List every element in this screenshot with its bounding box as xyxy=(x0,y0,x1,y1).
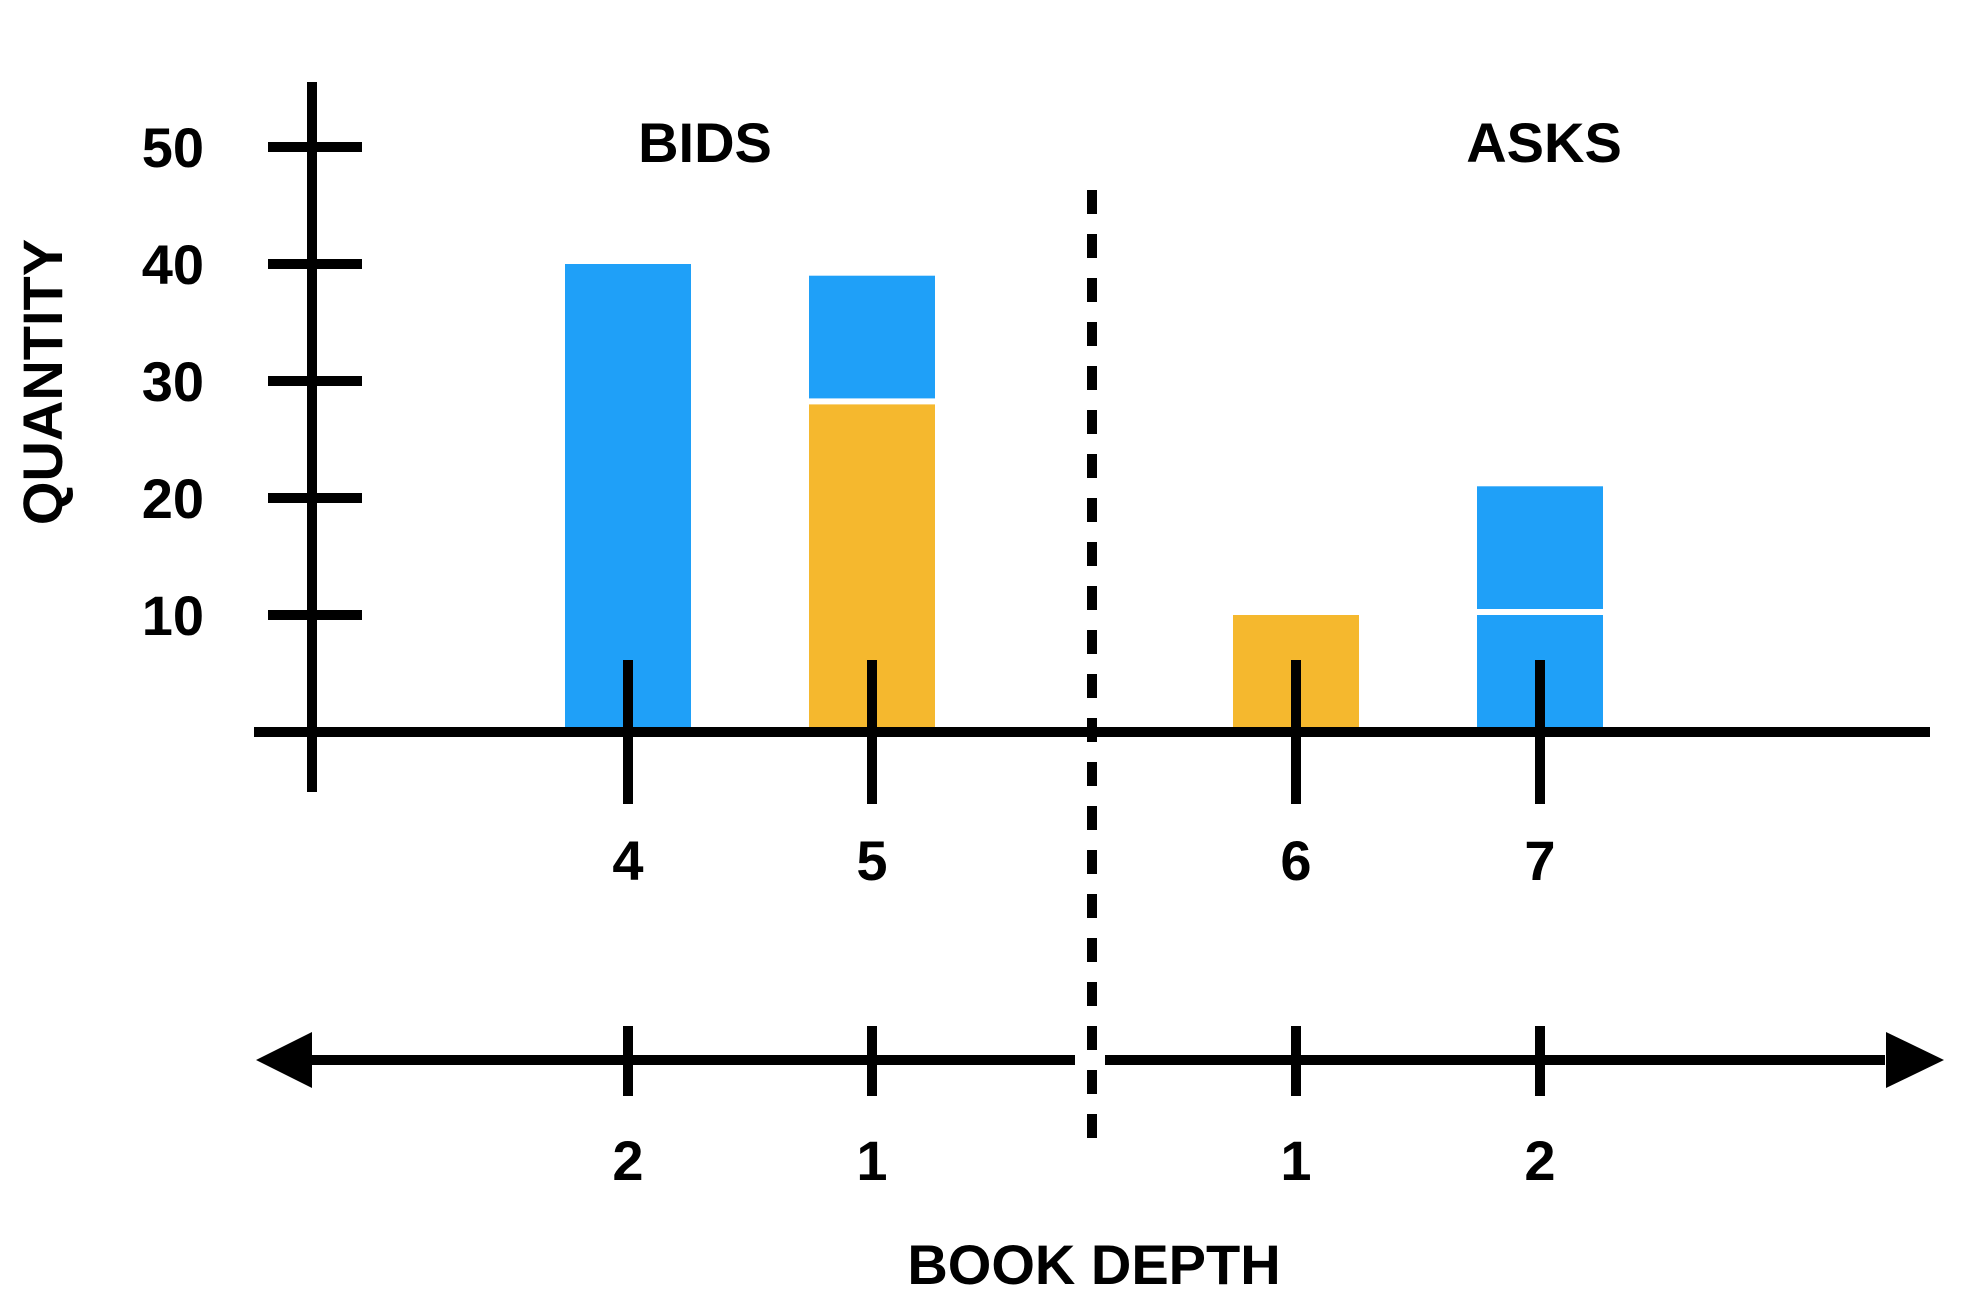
x-tick-label-7: 7 xyxy=(1524,829,1555,892)
bar-segment-price-4-1 xyxy=(565,264,691,732)
bars-layer xyxy=(565,264,1603,732)
depth-ticks xyxy=(623,1026,1545,1096)
depth-tick-label-2: 1 xyxy=(856,1129,887,1192)
y-ticks xyxy=(268,142,362,620)
y-tick-labels: 10 20 30 40 50 xyxy=(142,116,204,647)
x-tick-labels: 4 5 6 7 xyxy=(612,829,1555,892)
depth-tick-label-3: 1 xyxy=(1280,1129,1311,1192)
y-axis-title: QUANTITY xyxy=(11,239,74,525)
depth-tick-label-1: 2 xyxy=(612,1129,643,1192)
x-ticks xyxy=(623,660,1545,804)
y-tick-label-10: 10 xyxy=(142,584,204,647)
x-tick-label-4: 4 xyxy=(612,829,643,892)
bar-segment-price-5-2 xyxy=(809,275,935,399)
bids-label: BIDS xyxy=(638,111,772,174)
asks-label: ASKS xyxy=(1466,111,1622,174)
y-tick-label-40: 40 xyxy=(142,233,204,296)
y-tick-label-50: 50 xyxy=(142,116,204,179)
depth-tick-label-4: 2 xyxy=(1524,1129,1555,1192)
x-axis-title: BOOK DEPTH xyxy=(907,1233,1280,1296)
depth-tick-labels: 2 1 1 2 xyxy=(612,1129,1555,1192)
depth-arrow-left-icon xyxy=(256,1032,312,1088)
depth-arrow-right-icon xyxy=(1886,1032,1944,1088)
y-tick-label-20: 20 xyxy=(142,467,204,530)
x-tick-label-5: 5 xyxy=(856,829,887,892)
bar-segment-price-7-2 xyxy=(1477,486,1603,609)
y-tick-label-30: 30 xyxy=(142,350,204,413)
x-tick-label-6: 6 xyxy=(1280,829,1311,892)
